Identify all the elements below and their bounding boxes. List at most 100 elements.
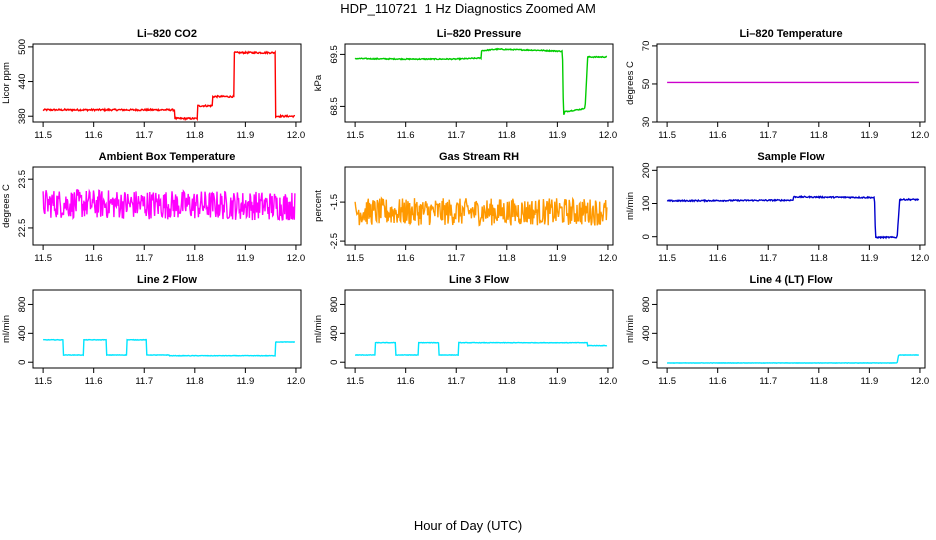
y-axis-label: ml/min [625, 315, 636, 343]
x-tick-label: 11.5 [34, 253, 52, 264]
y-axis-label: degrees C [1, 184, 12, 228]
y-tick-label: 0 [329, 360, 340, 365]
panel-title: Line 2 Flow [137, 274, 197, 286]
chart-panel-6: Sample Flow 11.5 11.6 11.7 11.8 11.9 12.0 0 100 2… [625, 151, 929, 264]
x-tick-label: 11.8 [810, 253, 828, 264]
y-tick-label: 380 [17, 108, 28, 124]
series-line [42, 188, 296, 222]
plot-frame [32, 289, 302, 369]
x-tick-label: 11.8 [810, 130, 828, 141]
x-tick-label: 11.5 [658, 253, 676, 264]
y-tick-label: 800 [17, 297, 28, 313]
chart-panel-7: Line 2 Flow 11.5 11.6 11.7 11.8 11.9 12.0 0 400 8… [1, 274, 305, 387]
x-tick-label: 11.5 [34, 376, 52, 387]
x-tick-label: 11.9 [548, 376, 566, 387]
y-tick-label: 800 [641, 297, 652, 313]
x-tick-label: 11.7 [135, 130, 153, 141]
y-axis-label: percent [313, 190, 324, 222]
y-tick-label: -1.5 [329, 194, 340, 210]
y-tick-label: 69.5 [329, 45, 340, 64]
x-tick-label: 11.6 [397, 253, 415, 264]
panel-title: Gas Stream RH [439, 151, 519, 163]
x-tick-label: 12.0 [287, 130, 306, 141]
plot-frame [344, 289, 614, 369]
series-line [667, 354, 919, 364]
x-tick-label: 11.7 [759, 253, 777, 264]
x-tick-label: 11.8 [810, 376, 828, 387]
x-tick-label: 11.7 [447, 130, 465, 141]
y-tick-label: 23.5 [17, 170, 28, 189]
chart-panel-1: Li–820 CO2 11.5 11.6 11.7 11.8 11.9 12.0 380 440… [1, 28, 305, 141]
x-tick-label: 11.6 [85, 253, 103, 264]
x-tick-label: 11.7 [447, 376, 465, 387]
x-tick-label: 11.5 [346, 130, 364, 141]
chart-panel-3: Li–820 Temperature 11.5 11.6 11.7 11.8 11.9 12… [625, 28, 929, 141]
x-tick-label: 12.0 [599, 253, 618, 264]
y-tick-label: 800 [329, 297, 340, 313]
y-tick-label: 70 [641, 41, 652, 52]
y-tick-label: 50 [641, 79, 652, 90]
x-tick-label: 11.9 [236, 376, 254, 387]
x-tick-label: 11.5 [658, 130, 676, 141]
x-tick-label: 12.0 [599, 130, 618, 141]
x-tick-label: 11.6 [709, 253, 727, 264]
chart-panel-5: Gas Stream RH 11.5 11.6 11.7 11.8 11.9 12.0 -2.… [313, 151, 617, 264]
y-tick-label: 68.5 [329, 97, 340, 116]
series-line [354, 196, 608, 227]
x-tick-label: 11.9 [860, 130, 878, 141]
plot-frame [656, 166, 926, 246]
panel-title: Sample Flow [757, 151, 825, 163]
x-tick-label: 11.9 [236, 130, 254, 141]
y-tick-label: 0 [17, 360, 28, 365]
x-tick-label: 11.8 [186, 253, 204, 264]
panel-title: Ambient Box Temperature [99, 151, 236, 163]
y-axis-label: ml/min [625, 192, 636, 220]
x-tick-label: 11.6 [709, 376, 727, 387]
plot-frame [656, 43, 926, 123]
panel-title: Li–820 Pressure [437, 28, 521, 40]
plot-frame [32, 166, 302, 246]
x-tick-label: 11.6 [397, 130, 415, 141]
y-tick-label: 440 [17, 74, 28, 90]
x-tick-label: 11.8 [186, 130, 204, 141]
x-tick-label: 11.8 [498, 253, 516, 264]
panel-title: Li–820 CO2 [137, 28, 197, 40]
x-tick-label: 11.7 [759, 130, 777, 141]
panel-title: Line 3 Flow [449, 274, 509, 286]
y-tick-label: 400 [329, 325, 340, 341]
plot-frame [344, 166, 614, 246]
x-tick-label: 12.0 [911, 130, 930, 141]
y-axis-label: ml/min [313, 315, 324, 343]
chart-panel-8: Line 3 Flow 11.5 11.6 11.7 11.8 11.9 12.0 0 400 8… [313, 274, 617, 387]
x-tick-label: 11.7 [447, 253, 465, 264]
y-tick-label: 200 [641, 162, 652, 178]
chart-panel-2: Li–820 Pressure 11.5 11.6 11.7 11.8 11.9 12.0 6… [313, 28, 617, 141]
figure-title: HDP_110721 1 Hz Diagnostics Zoomed AM [340, 1, 596, 16]
y-tick-label: 0 [641, 234, 652, 239]
x-tick-label: 12.0 [287, 376, 306, 387]
x-tick-label: 11.6 [709, 130, 727, 141]
x-axis-title: Hour of Day (UTC) [413, 518, 523, 533]
chart-panel-4: Ambient Box Temperature 11.5 11.6 11.7 11.8 1… [1, 151, 305, 264]
x-tick-label: 11.5 [658, 376, 676, 387]
panel-title: Line 4 (LT) Flow [750, 274, 833, 286]
x-tick-label: 11.5 [346, 253, 364, 264]
plot-frame [344, 43, 614, 123]
x-tick-label: 11.9 [548, 130, 566, 141]
y-axis-label: Licor ppm [1, 62, 12, 104]
plot-frame [32, 43, 302, 123]
plot-frame [656, 289, 926, 369]
x-tick-label: 11.6 [85, 130, 103, 141]
x-tick-label: 11.6 [85, 376, 103, 387]
y-tick-label: 500 [17, 39, 28, 55]
x-tick-label: 11.5 [346, 376, 364, 387]
x-tick-label: 11.5 [34, 130, 52, 141]
series-line [354, 47, 608, 115]
x-tick-label: 11.9 [860, 253, 878, 264]
y-tick-label: 0 [641, 360, 652, 365]
x-tick-label: 11.8 [498, 130, 516, 141]
series-line [42, 338, 296, 357]
x-tick-label: 11.7 [135, 376, 153, 387]
chart-panel-9: Line 4 (LT) Flow 11.5 11.6 11.7 11.8 11.9 12.0… [625, 274, 929, 387]
x-tick-label: 11.7 [759, 376, 777, 387]
